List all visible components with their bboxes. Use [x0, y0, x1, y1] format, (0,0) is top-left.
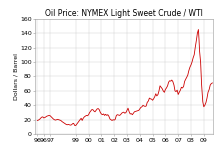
Y-axis label: Dollars / Barrel: Dollars / Barrel [14, 53, 18, 100]
Title: Oil Price: NYMEX Light Sweet Crude / WTI: Oil Price: NYMEX Light Sweet Crude / WTI [45, 9, 203, 18]
